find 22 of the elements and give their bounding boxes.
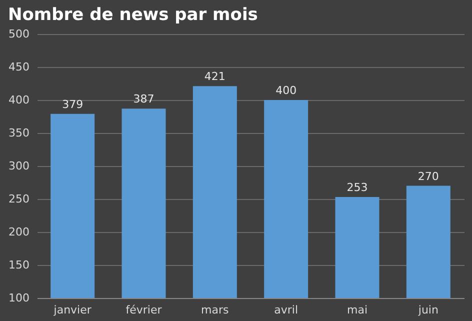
data-label: 387 — [133, 92, 154, 106]
data-label: 421 — [204, 70, 226, 84]
data-label: 253 — [346, 181, 368, 194]
y-tick-label: 200 — [8, 226, 30, 238]
data-label: 379 — [62, 98, 84, 111]
y-tick-label: 300 — [8, 160, 30, 172]
chart-title: Nombre de news par mois — [8, 5, 258, 25]
x-tick-label: février — [126, 304, 162, 316]
y-tick-label: 150 — [8, 258, 30, 272]
x-tick-label: mars — [201, 304, 230, 316]
y-tick-label: 450 — [8, 60, 30, 74]
x-tick-label: janvier — [52, 304, 92, 316]
x-tick-label: avril — [274, 304, 298, 316]
y-tick-label: 500 — [8, 28, 30, 40]
y-tick-label: 100 — [8, 292, 30, 304]
y-tick-label: 350 — [8, 126, 30, 140]
y-tick-label: 400 — [8, 94, 30, 106]
x-tick-label: mai — [346, 304, 368, 316]
y-tick-label: 250 — [8, 192, 30, 206]
data-label: 270 — [418, 170, 439, 183]
data-label: 400 — [276, 84, 297, 97]
x-tick-label: juin — [417, 304, 438, 316]
